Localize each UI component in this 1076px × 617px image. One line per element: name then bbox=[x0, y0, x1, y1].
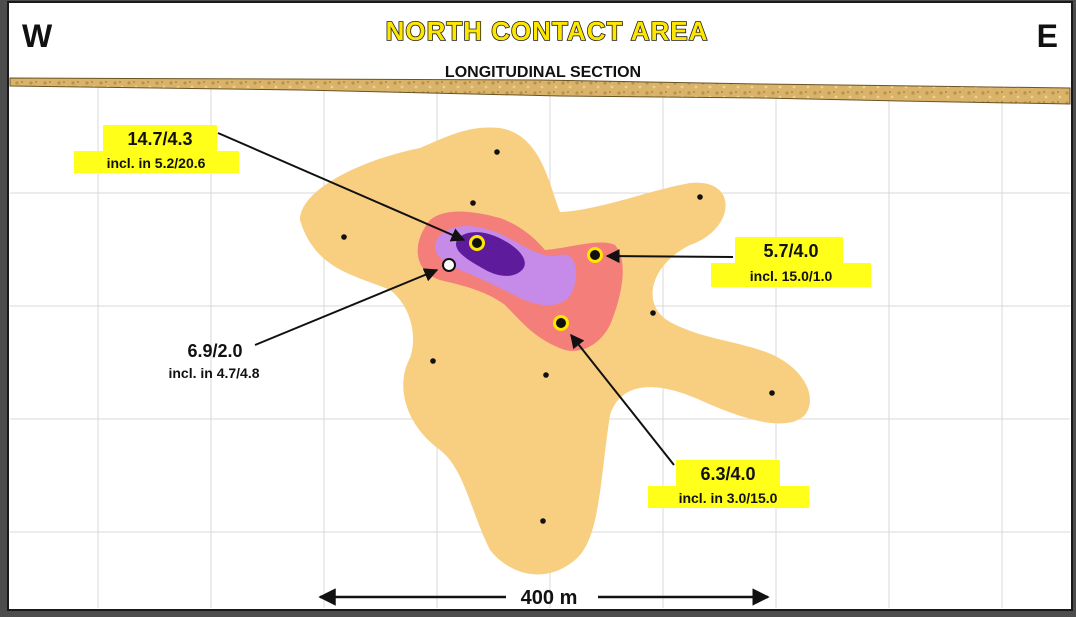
intercept-grade: 6.9/2.0 bbox=[187, 341, 242, 361]
diagram-subtitle: LONGITUDINAL SECTION bbox=[445, 64, 641, 81]
intercept-marker-open bbox=[442, 258, 456, 272]
intercept-included: incl. in 5.2/20.6 bbox=[107, 155, 206, 171]
intercept-grade: 6.3/4.0 bbox=[700, 464, 755, 484]
intercept-included: incl. in 3.0/15.0 bbox=[679, 490, 778, 506]
intercept-included: incl. in 4.7/4.8 bbox=[168, 365, 259, 381]
drill-hole-point bbox=[470, 200, 476, 206]
intercept-included: incl. 15.0/1.0 bbox=[750, 268, 833, 284]
drill-hole-point bbox=[543, 372, 549, 378]
intercept-label: 6.3/4.0 incl. in 3.0/15.0 bbox=[648, 460, 809, 508]
leader-arrow bbox=[570, 333, 675, 466]
west-label: W bbox=[22, 18, 53, 54]
intercept-label: 14.7/4.3 incl. in 5.2/20.6 bbox=[74, 125, 239, 173]
leader-arrow bbox=[605, 249, 734, 264]
leader-arrow bbox=[254, 268, 439, 346]
drill-hole-point bbox=[650, 310, 656, 316]
label-highlight bbox=[74, 151, 239, 173]
drill-hole-point bbox=[430, 358, 436, 364]
intercept-marker bbox=[587, 247, 603, 263]
surface-band bbox=[9, 77, 1071, 105]
intercept-marker bbox=[469, 235, 485, 251]
intercept-label: 6.9/2.0 incl. in 4.7/4.8 bbox=[168, 341, 259, 381]
intercept-label: 5.7/4.0 incl. 15.0/1.0 bbox=[711, 237, 871, 287]
scale-bar-label: 400 m bbox=[521, 587, 578, 609]
label-highlight bbox=[103, 125, 217, 151]
drill-hole-point bbox=[697, 194, 703, 200]
drill-hole-point bbox=[341, 234, 347, 240]
leader-arrow bbox=[217, 132, 466, 242]
intercept-grade: 5.7/4.0 bbox=[763, 241, 818, 261]
drill-hole-point bbox=[540, 518, 546, 524]
scale-bar: 400 m bbox=[318, 587, 770, 609]
drill-hole-point bbox=[769, 390, 775, 396]
drill-hole-points bbox=[341, 149, 775, 524]
label-highlight bbox=[676, 460, 780, 486]
label-highlight bbox=[711, 263, 871, 287]
diagram-title: NORTH CONTACT AREA bbox=[386, 16, 709, 46]
intercept-marker bbox=[553, 315, 569, 331]
label-highlight bbox=[648, 486, 809, 508]
label-highlight bbox=[735, 237, 843, 263]
east-label: E bbox=[1037, 18, 1058, 54]
intercept-grade: 14.7/4.3 bbox=[127, 129, 192, 149]
drill-hole-point bbox=[494, 149, 500, 155]
